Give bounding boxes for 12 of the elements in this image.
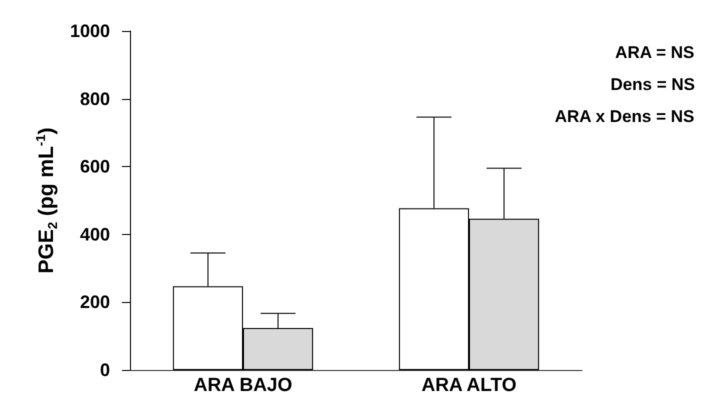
- x-tick-label: ARA ALTO: [422, 375, 516, 396]
- x-tick-label: ARA BAJO: [194, 375, 292, 396]
- text: Dens = NS: [610, 75, 695, 94]
- annotation: ARA x Dens = NS: [554, 107, 694, 126]
- y-tick-label: 800: [80, 88, 110, 109]
- y-tick-label: 600: [80, 156, 110, 177]
- y-tick-label: 400: [80, 224, 110, 244]
- y-axis-title: PGE2 (pg mL-1): [33, 128, 60, 274]
- text: ARA = NS: [615, 43, 694, 62]
- y-tick-label: 200: [80, 292, 110, 312]
- y-tick-label: 1000: [70, 21, 110, 41]
- y-tick-label: 0: [100, 360, 110, 380]
